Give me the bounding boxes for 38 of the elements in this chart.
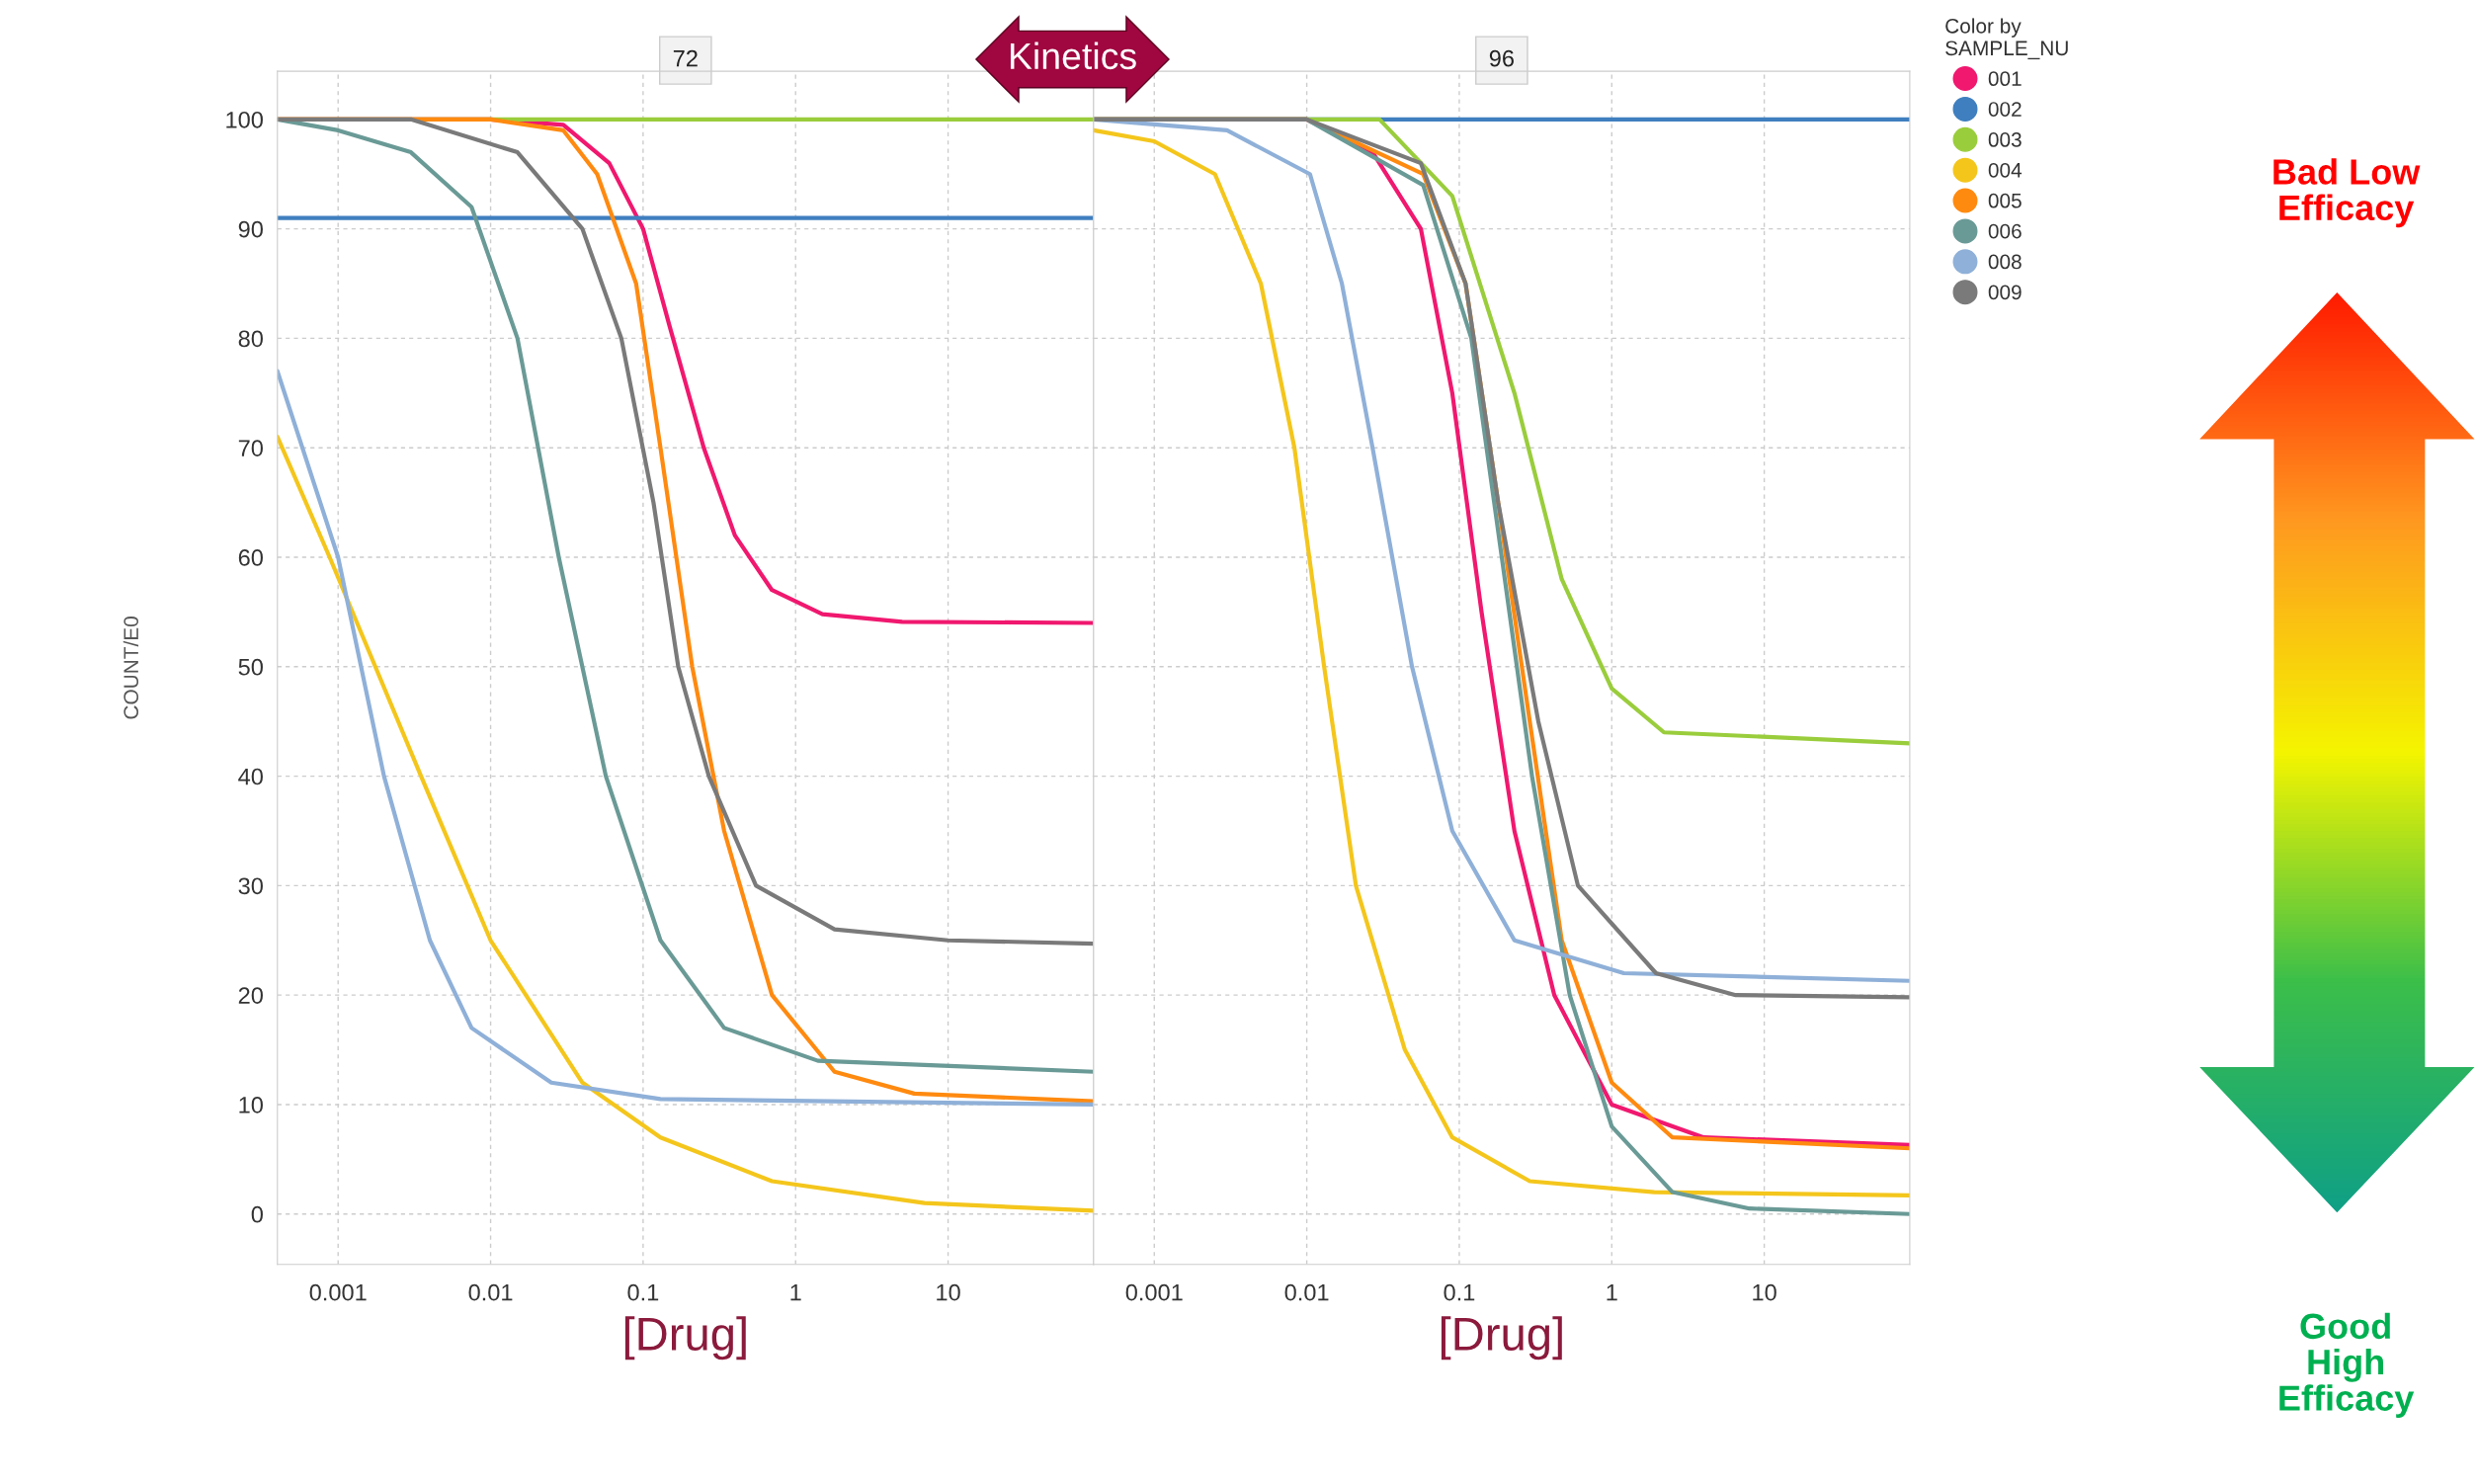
y-axis-title: COUNT/E0	[123, 617, 139, 719]
legend-label: 001	[1988, 71, 2022, 87]
legend-label: 005	[1988, 193, 2022, 208]
x-tick-label: 1	[790, 1284, 801, 1301]
legend-label: 006	[1988, 223, 2022, 239]
x-tick-label: 0.01	[468, 1283, 513, 1301]
y-tick-label: 90	[238, 220, 263, 238]
text: Bad Low Efficacy	[2273, 158, 2421, 228]
text: Kinetics	[1010, 41, 1136, 70]
x-tick-label: 0.01	[1284, 1283, 1329, 1301]
y-tick-label: 10	[239, 1097, 263, 1113]
x-tick-label: 10	[1753, 1283, 1776, 1301]
y-tick-label: 20	[238, 987, 263, 1004]
legend-label: 008	[1988, 254, 2022, 270]
y-tick-label: 60	[238, 549, 263, 566]
chart-title: 72	[673, 49, 698, 67]
legend-label: 009	[1988, 285, 2022, 300]
legend-label: 003	[1988, 132, 2022, 147]
legend-title: Color by SAMPLE_NU	[1945, 18, 2068, 60]
x-tick-label: 0.1	[627, 1283, 659, 1301]
x-tick-label: 0.001	[309, 1283, 367, 1301]
legend-label: 004	[1988, 162, 2023, 178]
x-tick-label: 10	[937, 1283, 960, 1301]
x-tick-label: 0.001	[1125, 1283, 1183, 1301]
y-tick-label: 30	[238, 877, 263, 895]
y-tick-label: 100	[226, 111, 263, 128]
text: Good High Efficacy	[2279, 1312, 2415, 1419]
x-tick-label: 0.1	[1444, 1283, 1475, 1301]
x-axis-title: [Drug]	[1441, 1316, 1562, 1360]
chart-title: 96	[1489, 49, 1514, 67]
y-tick-label: 50	[238, 658, 263, 676]
y-tick-label: 70	[238, 440, 263, 456]
y-tick-label: 80	[238, 330, 263, 348]
legend-label: 002	[1988, 102, 2022, 117]
y-tick-label: 0	[251, 1205, 263, 1223]
x-tick-label: 1	[1607, 1284, 1617, 1301]
x-axis-title: [Drug]	[624, 1316, 746, 1360]
y-tick-label: 40	[238, 768, 263, 785]
